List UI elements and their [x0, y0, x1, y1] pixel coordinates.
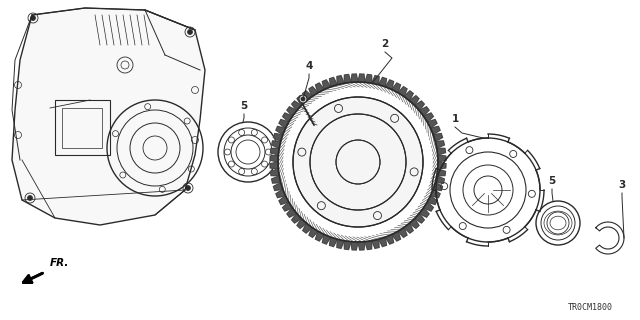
- Circle shape: [31, 15, 35, 20]
- Polygon shape: [273, 183, 283, 190]
- Polygon shape: [379, 237, 387, 246]
- Polygon shape: [436, 148, 445, 155]
- Polygon shape: [431, 189, 440, 197]
- Polygon shape: [316, 231, 324, 241]
- Polygon shape: [435, 141, 444, 148]
- Polygon shape: [309, 87, 318, 96]
- Polygon shape: [283, 113, 292, 122]
- Polygon shape: [271, 141, 281, 148]
- Text: TR0CM1800: TR0CM1800: [568, 303, 612, 313]
- Polygon shape: [428, 196, 437, 204]
- Polygon shape: [358, 74, 365, 82]
- Polygon shape: [431, 126, 440, 135]
- Polygon shape: [372, 76, 379, 85]
- Text: FR.: FR.: [50, 258, 69, 268]
- Polygon shape: [270, 162, 278, 169]
- Circle shape: [434, 136, 542, 244]
- Polygon shape: [316, 83, 324, 93]
- Polygon shape: [330, 237, 337, 246]
- Polygon shape: [410, 219, 419, 228]
- Polygon shape: [415, 213, 424, 223]
- Polygon shape: [337, 76, 344, 85]
- Text: 5: 5: [548, 176, 556, 186]
- Polygon shape: [287, 107, 297, 116]
- Polygon shape: [415, 101, 424, 111]
- Polygon shape: [273, 133, 283, 141]
- Polygon shape: [330, 77, 337, 87]
- Polygon shape: [410, 96, 419, 105]
- Polygon shape: [279, 196, 289, 204]
- Polygon shape: [351, 74, 358, 82]
- Polygon shape: [404, 223, 413, 233]
- Polygon shape: [12, 8, 205, 225]
- Circle shape: [186, 186, 191, 190]
- Polygon shape: [337, 239, 344, 248]
- Polygon shape: [292, 213, 301, 223]
- Polygon shape: [271, 176, 281, 183]
- Polygon shape: [428, 120, 437, 128]
- Polygon shape: [358, 242, 365, 250]
- Polygon shape: [271, 148, 279, 155]
- Polygon shape: [276, 126, 285, 135]
- Polygon shape: [392, 231, 401, 241]
- Polygon shape: [292, 101, 301, 111]
- Polygon shape: [283, 202, 292, 211]
- Polygon shape: [287, 208, 297, 217]
- Polygon shape: [419, 107, 429, 116]
- Polygon shape: [424, 113, 433, 122]
- Text: 1: 1: [451, 114, 459, 124]
- Circle shape: [299, 95, 307, 103]
- Polygon shape: [303, 91, 312, 101]
- Text: 5: 5: [241, 101, 248, 111]
- Polygon shape: [435, 176, 444, 183]
- Circle shape: [28, 196, 33, 201]
- Polygon shape: [270, 155, 278, 162]
- Text: 4: 4: [305, 61, 313, 71]
- Polygon shape: [385, 80, 394, 90]
- Polygon shape: [419, 208, 429, 217]
- Polygon shape: [303, 223, 312, 233]
- Polygon shape: [438, 155, 446, 162]
- Polygon shape: [438, 162, 446, 169]
- Polygon shape: [344, 75, 351, 83]
- Circle shape: [301, 97, 305, 101]
- Polygon shape: [433, 183, 442, 190]
- Polygon shape: [271, 169, 279, 176]
- Polygon shape: [424, 202, 433, 211]
- Circle shape: [188, 29, 193, 35]
- Polygon shape: [365, 241, 372, 250]
- Polygon shape: [372, 239, 379, 248]
- Polygon shape: [323, 80, 331, 90]
- Polygon shape: [433, 133, 442, 141]
- Polygon shape: [392, 83, 401, 93]
- Polygon shape: [398, 228, 407, 237]
- Polygon shape: [436, 169, 445, 176]
- Polygon shape: [351, 242, 358, 250]
- Polygon shape: [297, 219, 307, 228]
- Circle shape: [268, 72, 448, 252]
- Polygon shape: [398, 87, 407, 96]
- Polygon shape: [297, 96, 307, 105]
- Polygon shape: [276, 189, 285, 197]
- Polygon shape: [365, 75, 372, 83]
- Polygon shape: [279, 120, 289, 128]
- Polygon shape: [404, 91, 413, 101]
- Polygon shape: [323, 235, 331, 244]
- Circle shape: [294, 98, 422, 226]
- Text: 2: 2: [381, 39, 388, 49]
- Polygon shape: [309, 228, 318, 237]
- Polygon shape: [385, 235, 394, 244]
- Text: 3: 3: [618, 180, 626, 190]
- Polygon shape: [344, 241, 351, 250]
- Polygon shape: [379, 77, 387, 87]
